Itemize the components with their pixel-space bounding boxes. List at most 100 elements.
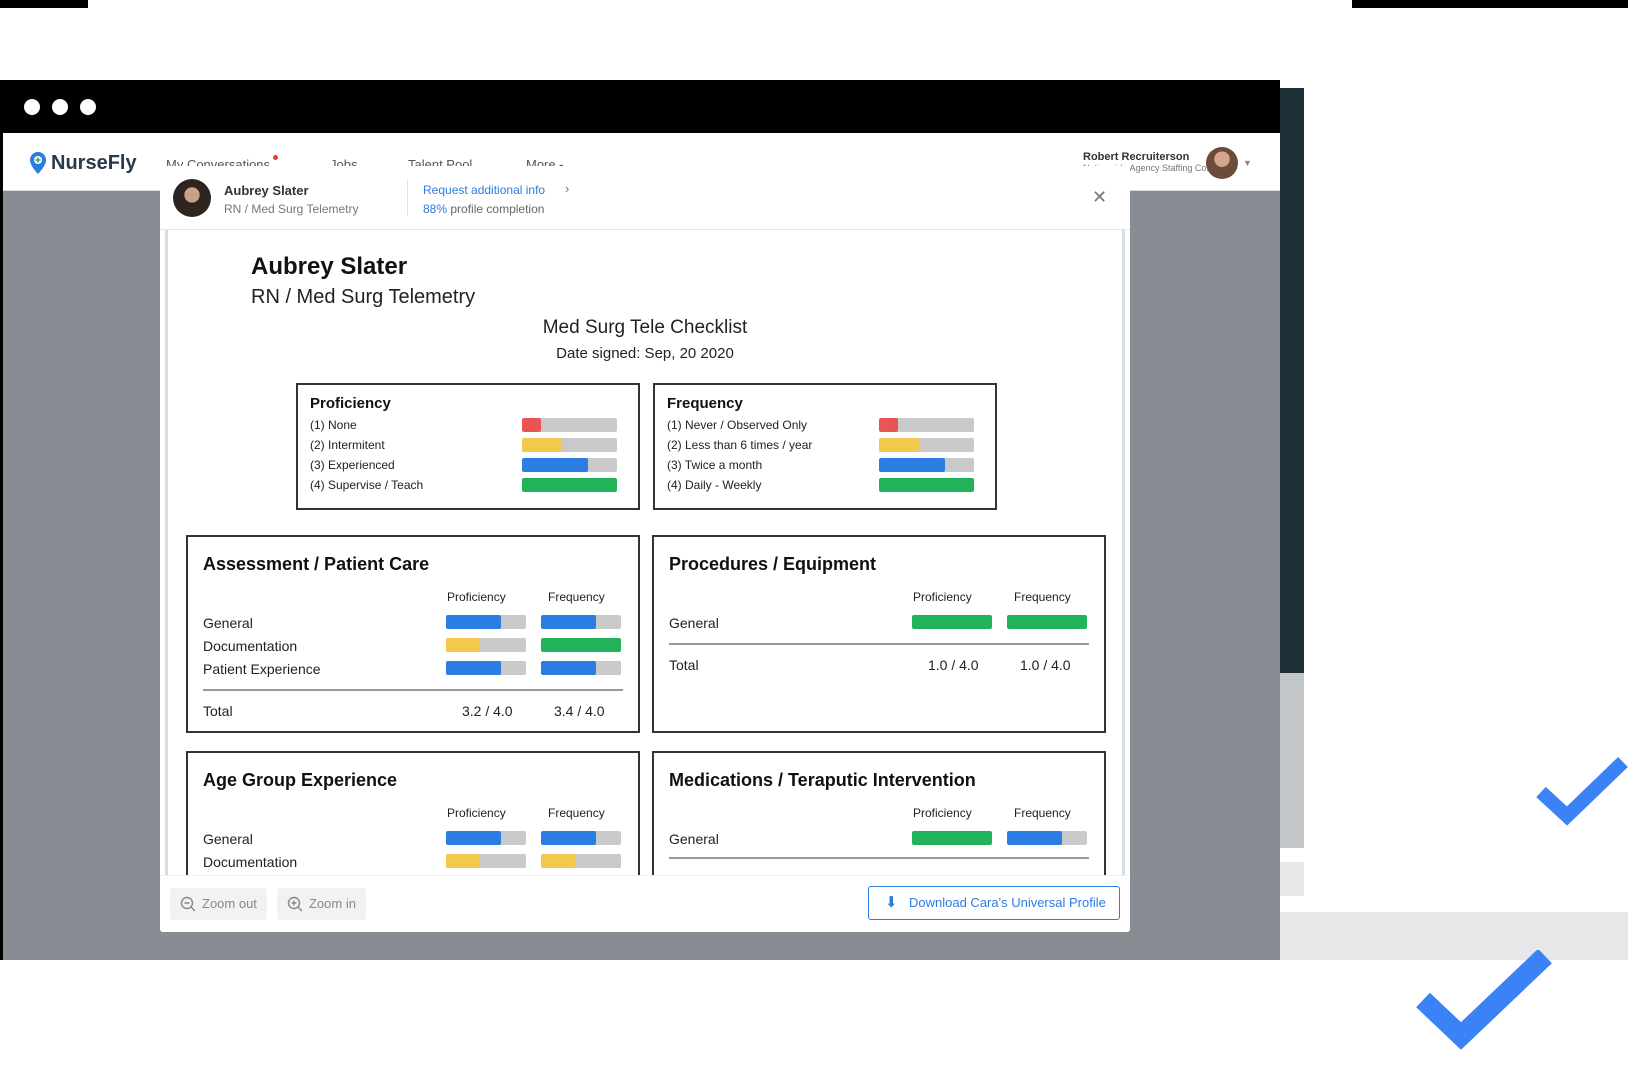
legend-bar-fill: [522, 458, 588, 472]
download-icon: ⬇: [885, 894, 898, 911]
row-label: General: [669, 831, 719, 847]
proficiency-bar: [446, 638, 526, 652]
total-divider: [203, 689, 623, 691]
section-procedures-equipment: Procedures / Equipment Proficiency Frequ…: [652, 535, 1106, 733]
proficiency-bar: [912, 615, 992, 629]
document-name: Aubrey Slater: [251, 253, 408, 280]
profile-modal: Aubrey Slater RN / Med Surg Telemetry Re…: [160, 166, 1130, 932]
logo[interactable]: NurseFly: [29, 151, 137, 175]
legend-bar: [879, 438, 974, 452]
user-name: Robert Recruiterson: [1083, 151, 1190, 163]
document-title: Med Surg Tele Checklist: [542, 317, 748, 338]
decor-dark-panel: [1280, 88, 1304, 673]
section-title: Medications / Teraputic Intervention: [669, 770, 976, 790]
window-control-close[interactable]: [24, 99, 40, 115]
date-signed: Date signed: Sep, 20 2020: [556, 345, 734, 362]
checkmark-icon: [1416, 950, 1552, 1050]
frequency-bar: [541, 831, 621, 845]
legend-bar: [522, 478, 617, 492]
section-medications: Medications / Teraputic Intervention Pro…: [652, 751, 1106, 875]
completion-percent: 88%: [423, 202, 448, 216]
legend-row: (2) Less than 6 times / year: [667, 437, 983, 457]
legend-label: (2) Intermitent: [310, 438, 385, 452]
legend-title: Proficiency: [310, 395, 391, 412]
candidate-role: RN / Med Surg Telemetry: [224, 202, 359, 216]
col-proficiency: Proficiency: [913, 806, 972, 820]
section-title: Age Group Experience: [203, 770, 398, 790]
location-pin-icon: [30, 152, 46, 174]
legend-title: Frequency: [667, 395, 743, 412]
legend-bar: [879, 478, 974, 492]
zoom-out-label: Zoom out: [202, 896, 257, 911]
legend-bar-fill: [522, 418, 541, 432]
document-role: RN / Med Surg Telemetry: [251, 286, 476, 308]
chevron-right-icon[interactable]: ›: [565, 181, 570, 196]
legend-label: (4) Daily - Weekly: [667, 478, 762, 492]
zoom-in-button[interactable]: Zoom in: [277, 888, 366, 920]
logo-text: NurseFly: [51, 151, 137, 174]
window-titlebar: [3, 80, 1280, 133]
row-label: Documentation: [203, 854, 298, 870]
legend-label: (3) Twice a month: [667, 458, 763, 472]
window-control-minimize[interactable]: [52, 99, 68, 115]
legend-label: (1) Never / Observed Only: [667, 418, 808, 432]
proficiency-bar: [446, 615, 526, 629]
completion-label: profile completion: [450, 202, 545, 216]
download-label: Download Cara's Universal Profile: [909, 895, 1106, 910]
frequency-bar: [541, 661, 621, 675]
legend-bar: [879, 458, 974, 472]
col-frequency: Frequency: [1014, 806, 1071, 820]
legend-bar-fill: [879, 418, 898, 432]
total-frequency: 3.4 / 4.0: [554, 703, 605, 719]
avatar[interactable]: [1206, 147, 1238, 179]
total-proficiency: 3.2 / 4.0: [462, 703, 513, 719]
window-control-maximize[interactable]: [80, 99, 96, 115]
frequency-bar: [1007, 831, 1087, 845]
legend-bar-fill: [522, 478, 617, 492]
modal-footer: Zoom out Zoom in ⬇ Download Cara's Unive…: [160, 875, 1130, 932]
download-profile-button[interactable]: ⬇ Download Cara's Universal Profile: [868, 886, 1120, 920]
frequency-bar: [541, 638, 621, 652]
legend-row: (1) None: [310, 417, 626, 437]
legend-proficiency: Proficiency (1) None (2) Intermitent (3)…: [296, 383, 640, 510]
proficiency-bar: [446, 831, 526, 845]
legend-row: (2) Intermitent: [310, 437, 626, 457]
close-icon[interactable]: ✕: [1092, 187, 1108, 207]
frequency-bar: [1007, 615, 1087, 629]
col-frequency: Frequency: [548, 590, 605, 604]
legend-bar: [522, 458, 617, 472]
decor-bar-right: [1352, 0, 1628, 8]
col-frequency: Frequency: [548, 806, 605, 820]
proficiency-bar: [912, 831, 992, 845]
col-frequency: Frequency: [1014, 590, 1071, 604]
notification-dot: [273, 155, 278, 160]
chevron-down-icon[interactable]: ▼: [1243, 158, 1252, 168]
proficiency-bar: [446, 854, 526, 868]
user-menu[interactable]: Robert Recruiterson Nationwide Agency St…: [1083, 151, 1209, 173]
user-company: Nationwide Agency Staffing Co.: [1083, 163, 1209, 173]
decor-light-strip: [1275, 912, 1628, 960]
decor-light-strip-2: [1280, 862, 1304, 896]
legend-bar-fill: [522, 438, 562, 452]
legend-bar: [522, 418, 617, 432]
row-label: Documentation: [203, 638, 298, 654]
checkmark-icon: [1536, 756, 1628, 826]
section-age-group-experience: Age Group Experience Proficiency Frequen…: [186, 751, 640, 875]
legend-bar-fill: [879, 438, 919, 452]
col-proficiency: Proficiency: [913, 590, 972, 604]
legend-label: (2) Less than 6 times / year: [667, 438, 813, 452]
legend-row: (4) Supervise / Teach: [310, 477, 626, 497]
legend-label: (3) Experienced: [310, 458, 395, 472]
decor-bar-left: [0, 0, 88, 8]
section-title: Assessment / Patient Care: [203, 554, 430, 574]
row-label: General: [669, 615, 719, 631]
zoom-in-label: Zoom in: [309, 896, 356, 911]
total-label: Total: [203, 703, 233, 719]
zoom-out-button[interactable]: Zoom out: [170, 888, 267, 920]
decor-grey-panel: [1280, 673, 1304, 848]
section-title: Procedures / Equipment: [669, 554, 877, 574]
row-label: General: [203, 615, 253, 631]
total-frequency: 1.0 / 4.0: [1020, 657, 1071, 673]
request-info-link[interactable]: Request additional info: [423, 183, 546, 197]
